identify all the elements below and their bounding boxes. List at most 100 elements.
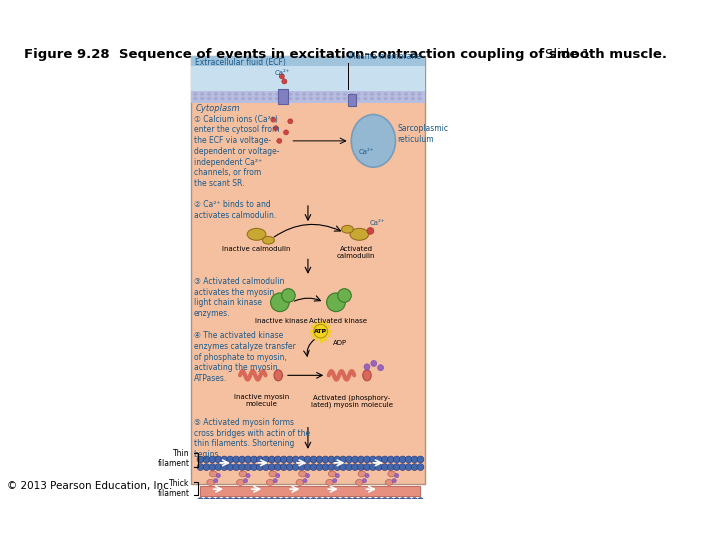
Ellipse shape [266, 480, 274, 485]
Circle shape [197, 456, 204, 463]
Ellipse shape [302, 97, 306, 100]
Circle shape [280, 456, 287, 463]
Ellipse shape [207, 480, 215, 485]
Text: ② Ca²⁺ binds to and
activates calmodulin.: ② Ca²⁺ binds to and activates calmodulin… [194, 200, 276, 220]
Circle shape [221, 456, 228, 463]
Circle shape [335, 474, 339, 478]
Circle shape [287, 456, 293, 463]
Ellipse shape [239, 471, 247, 477]
Circle shape [246, 474, 250, 478]
Ellipse shape [214, 92, 218, 96]
Ellipse shape [336, 92, 341, 96]
Text: Thick
filament: Thick filament [158, 478, 189, 498]
Ellipse shape [385, 480, 393, 485]
Ellipse shape [363, 92, 367, 96]
Circle shape [209, 456, 216, 463]
Circle shape [239, 456, 246, 463]
Circle shape [282, 289, 295, 302]
Circle shape [256, 456, 264, 463]
Ellipse shape [254, 92, 258, 96]
Circle shape [214, 478, 218, 483]
Circle shape [358, 464, 364, 470]
Circle shape [400, 464, 406, 470]
Circle shape [405, 456, 412, 463]
Circle shape [393, 456, 400, 463]
Ellipse shape [356, 480, 363, 485]
Circle shape [280, 464, 287, 470]
Circle shape [375, 498, 382, 504]
Ellipse shape [370, 92, 374, 96]
Ellipse shape [275, 97, 279, 100]
Circle shape [303, 478, 307, 483]
Circle shape [369, 464, 377, 470]
Circle shape [393, 464, 400, 470]
Circle shape [274, 126, 279, 131]
Ellipse shape [268, 97, 272, 100]
Ellipse shape [220, 97, 225, 100]
Ellipse shape [410, 92, 415, 96]
Circle shape [392, 478, 396, 483]
Ellipse shape [210, 471, 217, 477]
Circle shape [314, 325, 328, 338]
Circle shape [197, 498, 204, 504]
Circle shape [292, 464, 299, 470]
Text: Plasma membrane: Plasma membrane [349, 52, 421, 61]
Circle shape [263, 498, 269, 504]
Ellipse shape [309, 97, 313, 100]
Circle shape [263, 464, 269, 470]
Circle shape [310, 456, 317, 463]
Ellipse shape [295, 97, 300, 100]
Circle shape [358, 456, 364, 463]
Ellipse shape [261, 97, 266, 100]
Ellipse shape [418, 97, 422, 100]
Ellipse shape [299, 471, 306, 477]
Circle shape [387, 464, 394, 470]
Circle shape [215, 464, 222, 470]
Text: ATP: ATP [314, 329, 328, 334]
Ellipse shape [404, 97, 408, 100]
Circle shape [351, 464, 359, 470]
Ellipse shape [358, 471, 366, 477]
Ellipse shape [377, 92, 381, 96]
Circle shape [274, 498, 282, 504]
Ellipse shape [363, 370, 372, 381]
Circle shape [251, 498, 257, 504]
Ellipse shape [397, 92, 401, 96]
Ellipse shape [234, 92, 238, 96]
Circle shape [273, 478, 277, 483]
Text: Activated kinase: Activated kinase [309, 318, 366, 323]
Text: Inactive kinase: Inactive kinase [255, 318, 308, 323]
Circle shape [367, 227, 374, 234]
Text: Sarcoplasmic
reticulum: Sarcoplasmic reticulum [397, 124, 448, 144]
Circle shape [322, 464, 329, 470]
Circle shape [387, 498, 394, 504]
Ellipse shape [336, 97, 341, 100]
Circle shape [227, 464, 233, 470]
Ellipse shape [254, 97, 258, 100]
Ellipse shape [214, 97, 218, 100]
Circle shape [346, 464, 353, 470]
Text: Figure 9.28  Sequence of events in excitation-contraction coupling of smooth mus: Figure 9.28 Sequence of events in excita… [24, 48, 667, 61]
FancyBboxPatch shape [191, 91, 425, 103]
Circle shape [227, 456, 233, 463]
Circle shape [346, 456, 353, 463]
Ellipse shape [228, 97, 232, 100]
Circle shape [310, 464, 317, 470]
FancyBboxPatch shape [191, 56, 425, 484]
Circle shape [382, 464, 388, 470]
Ellipse shape [302, 92, 306, 96]
Circle shape [351, 498, 359, 504]
Circle shape [284, 130, 289, 135]
Circle shape [382, 456, 388, 463]
Circle shape [233, 464, 240, 470]
Ellipse shape [356, 97, 361, 100]
Circle shape [251, 464, 257, 470]
Circle shape [395, 474, 399, 478]
Ellipse shape [274, 370, 282, 381]
Text: Slide 1: Slide 1 [545, 48, 590, 61]
Ellipse shape [410, 97, 415, 100]
Circle shape [346, 498, 353, 504]
Circle shape [245, 464, 251, 470]
Ellipse shape [282, 92, 286, 96]
Circle shape [269, 464, 275, 470]
